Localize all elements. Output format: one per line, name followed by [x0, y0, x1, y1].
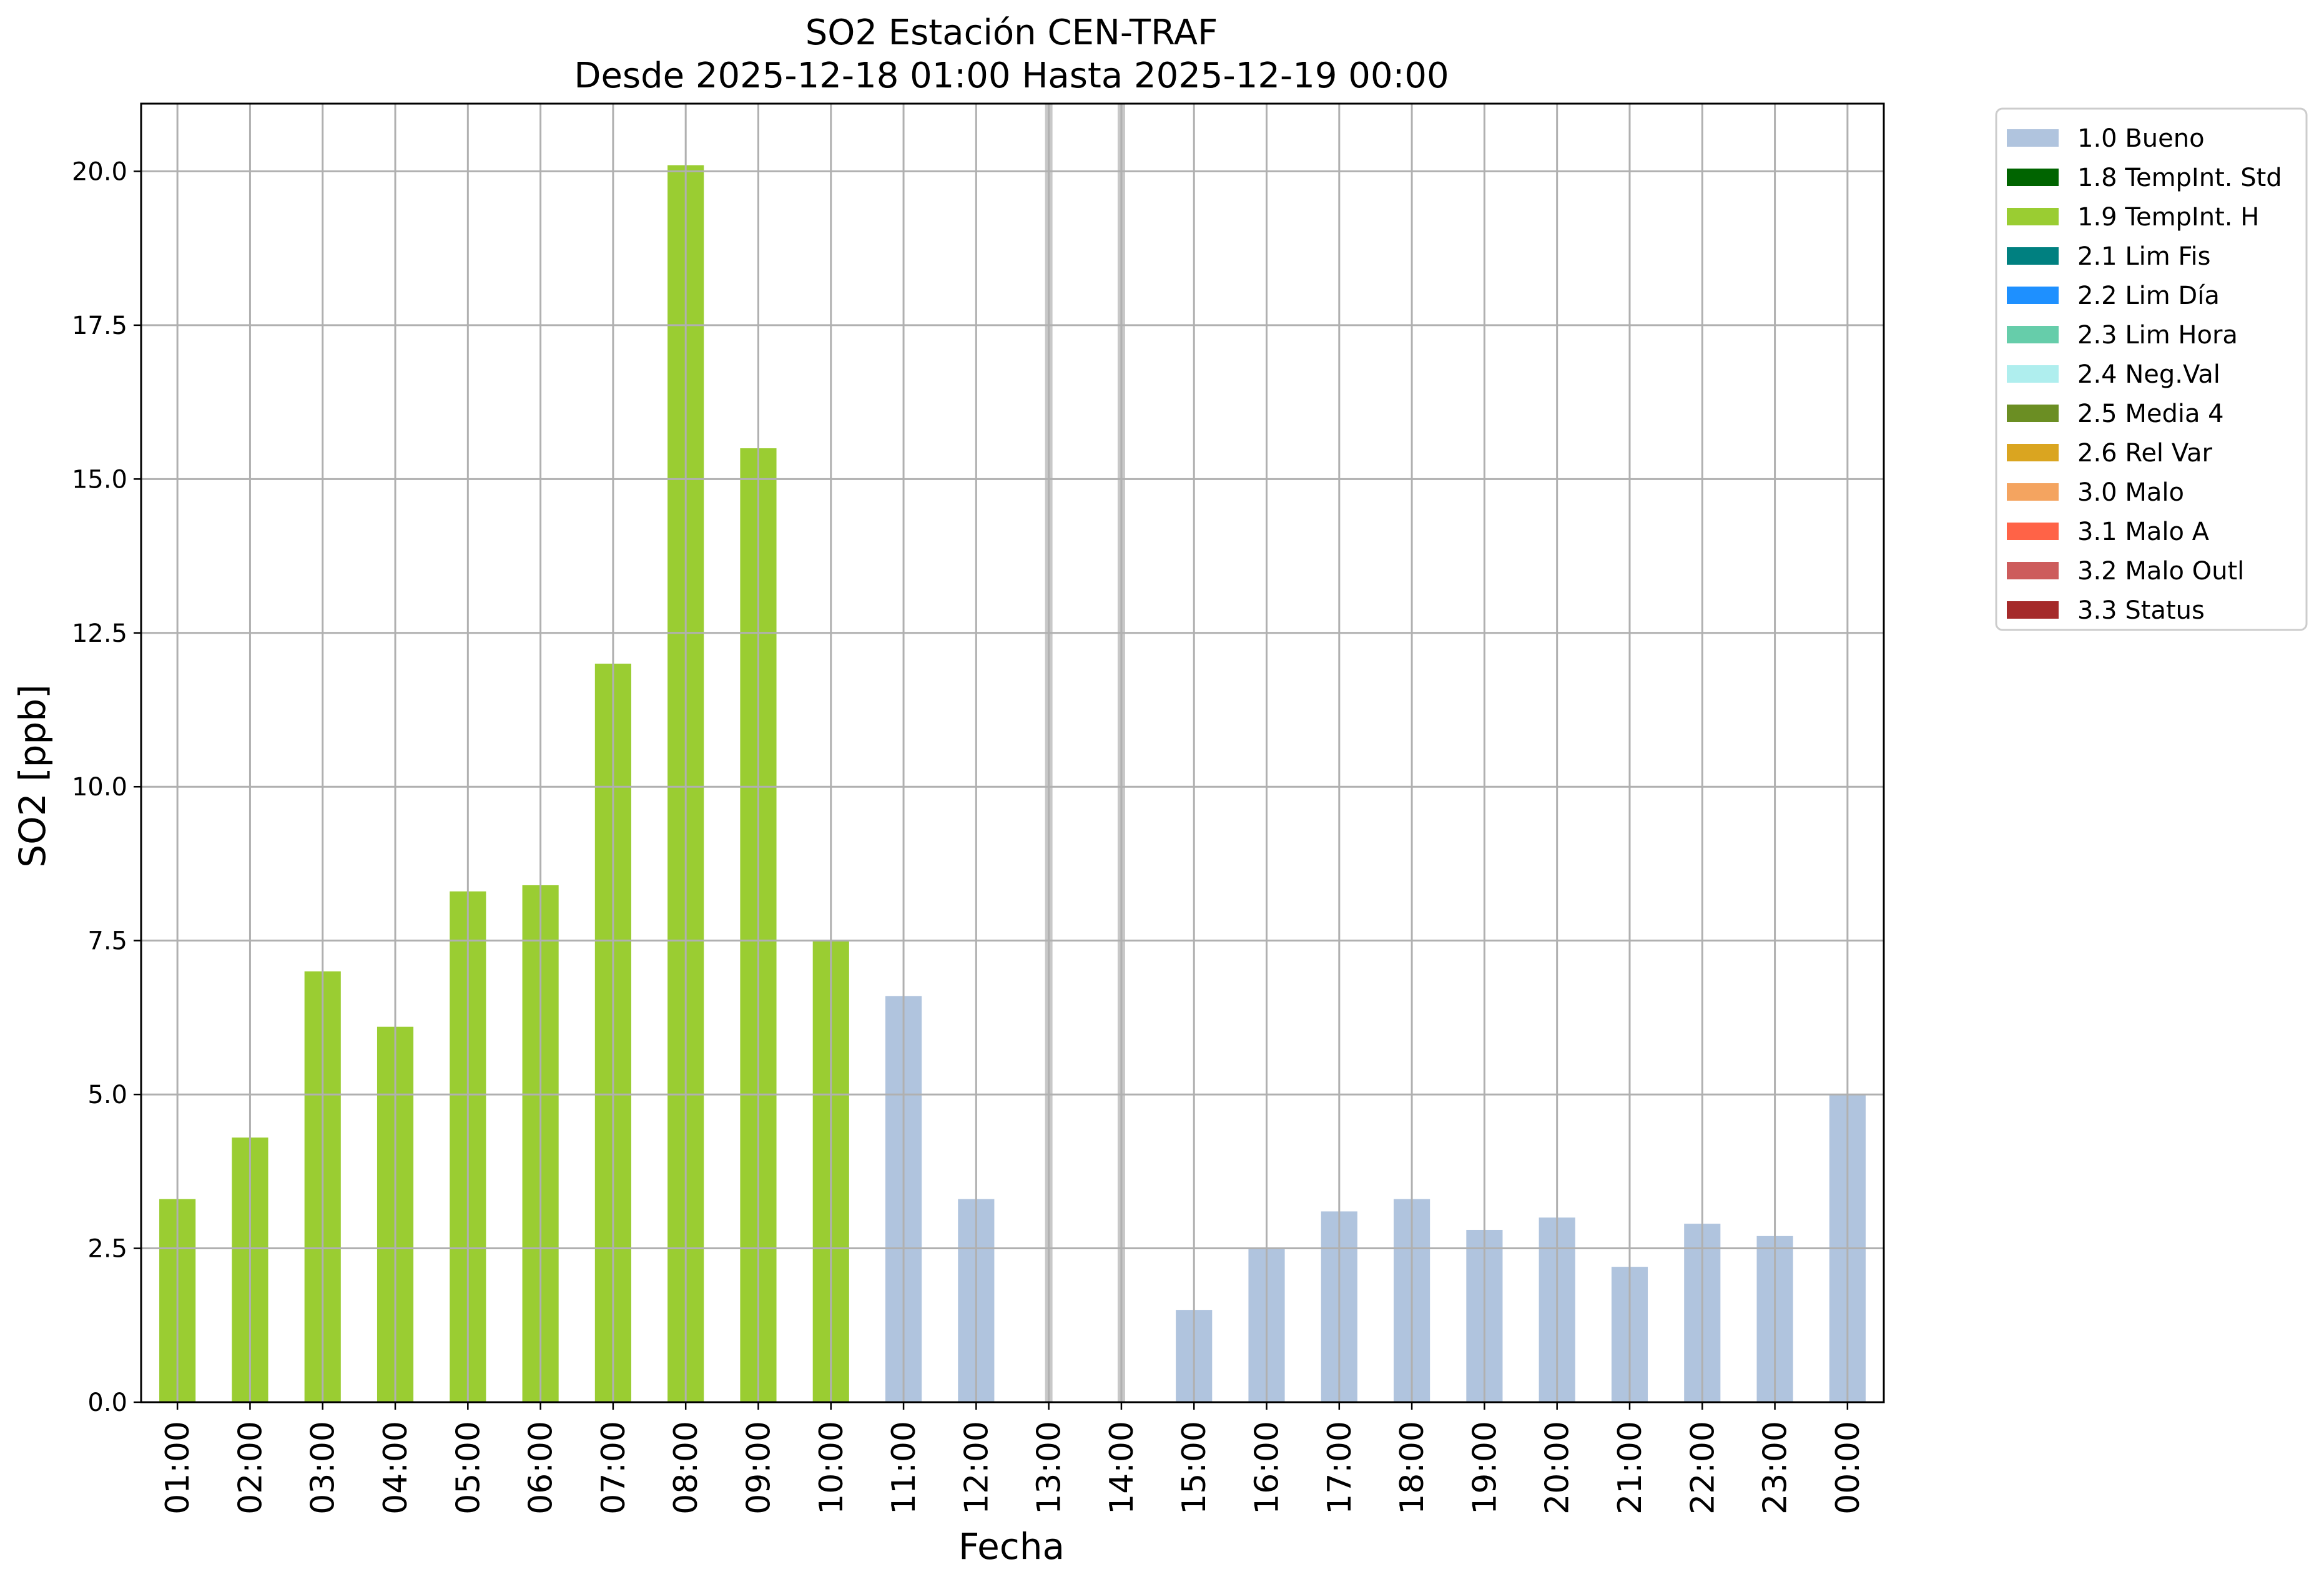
legend-label-2.5: 2.5 Media 4	[2077, 400, 2224, 428]
legend-swatch-2.3	[2007, 326, 2059, 343]
x-tick-label: 10:00	[813, 1421, 850, 1515]
x-tick-label: 18:00	[1394, 1421, 1431, 1515]
x-tick-label: 11:00	[885, 1421, 923, 1515]
x-tick-label: 19:00	[1466, 1421, 1504, 1515]
legend-swatch-2.1	[2007, 247, 2059, 265]
plot-frame	[140, 102, 1885, 1403]
legend-label-2.2: 2.2 Lim Día	[2077, 282, 2220, 310]
y-tick-label: 2.5	[87, 1235, 127, 1264]
legend: 1.0 Bueno 1.8 TempInt. Std 1.9 TempInt. H 2…	[1995, 107, 2308, 631]
legend-label-3.0: 3.0 Malo	[2077, 478, 2184, 507]
chart-subtitle: Desde 2025-12-18 01:00 Hasta 2025-12-19 …	[574, 56, 1449, 96]
x-tick-label: 03:00	[305, 1421, 342, 1515]
legend-swatch-3.3	[2007, 601, 2059, 619]
x-tick-label: 20:00	[1539, 1421, 1577, 1515]
y-axis-label: SO2 [ppb]	[11, 684, 54, 868]
y-tick-label: 20.0	[72, 157, 127, 186]
legend-swatch-3.1	[2007, 523, 2059, 540]
x-tick-label: 21:00	[1612, 1421, 1649, 1515]
x-tick-label: 23:00	[1757, 1421, 1795, 1515]
legend-swatch-2.5	[2007, 405, 2059, 422]
x-tick-label: 08:00	[667, 1421, 705, 1515]
x-tick-label: 14:00	[1103, 1421, 1141, 1515]
x-tick-label: 17:00	[1321, 1421, 1359, 1515]
x-tick-label: 05:00	[450, 1421, 487, 1515]
x-tick-label: 00:00	[1829, 1421, 1867, 1515]
legend-box	[1995, 107, 2308, 631]
plot-area: 0.0 2.5 5.0 7.5 10.0 12.5 15.0 17.5 20.0 01:00 02:…	[72, 102, 1885, 1515]
x-tick-label: 02:00	[232, 1421, 269, 1515]
legend-label-2.1: 2.1 Lim Fis	[2077, 242, 2210, 271]
y-tick-label: 12.5	[72, 619, 127, 648]
x-axis-label: Fecha	[958, 1525, 1065, 1568]
legend-label-2.6: 2.6 Rel Var	[2077, 439, 2213, 468]
legend-swatch-2.4	[2007, 365, 2059, 383]
x-tick-label: 07:00	[595, 1421, 633, 1515]
legend-label-1.8: 1.8 TempInt. Std	[2077, 164, 2282, 192]
legend-swatch-1.9	[2007, 208, 2059, 225]
chart-title: SO2 Estación CEN-TRAF	[805, 12, 1218, 53]
legend-swatch-1.0	[2007, 129, 2059, 147]
legend-swatch-3.2	[2007, 562, 2059, 579]
x-tick-label: 01:00	[159, 1421, 197, 1515]
legend-swatch-1.8	[2007, 169, 2059, 186]
legend-label-3.3: 3.3 Status	[2077, 596, 2205, 625]
legend-label-3.2: 3.2 Malo Outl	[2077, 557, 2244, 586]
legend-swatch-2.6	[2007, 444, 2059, 461]
y-tick-label: 7.5	[87, 927, 127, 956]
legend-swatch-2.2	[2007, 287, 2059, 304]
x-tick-label: 06:00	[523, 1421, 560, 1515]
y-tick-label: 15.0	[72, 465, 127, 494]
legend-swatch-3.0	[2007, 483, 2059, 501]
x-tick-label: 22:00	[1684, 1421, 1721, 1515]
y-tick-label: 0.0	[87, 1388, 127, 1417]
y-tick-label: 17.5	[72, 312, 127, 340]
x-tick-label: 12:00	[958, 1421, 995, 1515]
y-tick-label: 10.0	[72, 773, 127, 802]
y-tick-label: 5.0	[87, 1081, 127, 1109]
legend-label-2.4: 2.4 Neg.Val	[2077, 360, 2220, 389]
x-tick-label: 04:00	[377, 1421, 415, 1515]
legend-label-3.1: 3.1 Malo A	[2077, 518, 2210, 546]
legend-label-1.9: 1.9 TempInt. H	[2077, 203, 2259, 232]
legend-label-1.0: 1.0 Bueno	[2077, 124, 2205, 153]
x-tick-label: 16:00	[1249, 1421, 1286, 1515]
legend-label-2.3: 2.3 Lim Hora	[2077, 321, 2238, 350]
x-tick-label: 09:00	[740, 1421, 777, 1515]
x-tick-label: 15:00	[1176, 1421, 1213, 1515]
x-tick-label: 13:00	[1031, 1421, 1068, 1515]
